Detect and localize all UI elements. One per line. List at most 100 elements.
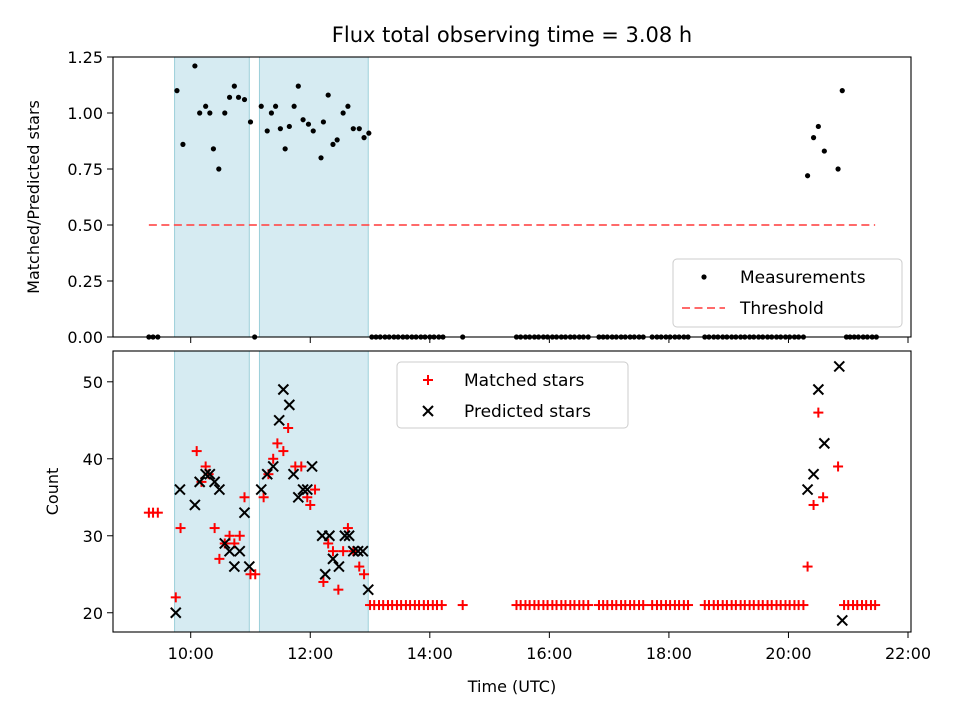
measurement-point [356, 126, 362, 132]
measurement-point [192, 63, 198, 69]
measurement-point [366, 130, 372, 136]
matched-marker [272, 438, 283, 449]
measurement-point [325, 92, 331, 98]
legend-box [396, 361, 629, 429]
matched-marker [283, 422, 294, 433]
shaded-interval [258, 350, 369, 633]
predicted-marker [812, 383, 825, 396]
predicted-marker [174, 483, 186, 496]
x-tick-label: 20:00 [765, 644, 811, 663]
predicted-marker [818, 437, 831, 450]
matched-marker [457, 600, 468, 611]
x-tick-label: 16:00 [526, 644, 572, 663]
matched-marker [359, 569, 370, 580]
matched-marker [318, 576, 329, 587]
predicted-marker [301, 483, 313, 496]
y-tick-label: 0.00 [67, 328, 103, 347]
y-tick-label: 1.00 [67, 104, 103, 123]
y-tick-label: 30 [83, 527, 103, 546]
measurement-point [350, 126, 356, 132]
legend-marker-predicted [422, 405, 434, 417]
matched-marker [327, 546, 338, 557]
matched-marker [214, 553, 225, 564]
matched-marker [175, 523, 186, 534]
measurement-point [268, 110, 275, 116]
matched-marker [833, 461, 844, 472]
predicted-marker [193, 476, 206, 488]
top-panel: 0.00 0.25 0.50 0.75 1.00 1.25 Matched/Predicte… [24, 48, 912, 347]
measurement-point [180, 141, 186, 147]
matched-marker [638, 600, 649, 611]
matched-marker [870, 600, 881, 611]
matched-marker [191, 446, 202, 457]
matched-marker [239, 492, 250, 503]
measurement-point [330, 141, 336, 147]
y-tick-label: 1.25 [67, 48, 103, 67]
predicted-marker [333, 560, 345, 573]
predicted-marker [357, 545, 369, 557]
bottom-panel: 20 30 40 50 10:00 12:00 14:00 16:00 18:00 20:00 22… [43, 350, 931, 696]
predicted-marker [267, 460, 279, 473]
y-tick-label: 0.75 [67, 160, 103, 179]
matched-marker [296, 461, 307, 472]
legend-box [672, 258, 903, 328]
series-predicted-stars [170, 360, 848, 627]
measurement-point [320, 119, 327, 125]
measurement-point [241, 96, 248, 103]
predicted-marker [243, 560, 255, 573]
matched-marker [802, 561, 813, 572]
predicted-marker [277, 383, 290, 396]
series-matched-stars [143, 407, 881, 611]
predicted-marker [208, 476, 221, 488]
matched-marker [436, 600, 447, 611]
matched-marker [152, 507, 163, 518]
x-tick-label: 10:00 [168, 644, 214, 663]
matched-marker [323, 538, 334, 549]
measurement-point [810, 135, 817, 141]
matched-marker [354, 561, 365, 572]
measurement-point [197, 110, 203, 116]
measurement-point [361, 135, 367, 141]
y-tick-label: 0.25 [67, 272, 103, 291]
y-tick-label: 0.50 [67, 216, 103, 235]
x-tick-label: 14:00 [407, 644, 453, 663]
predicted-marker [273, 414, 285, 426]
legend: Measurements Threshold [672, 258, 903, 328]
matched-marker [268, 453, 279, 464]
predicted-marker [297, 483, 309, 496]
predicted-marker [213, 483, 226, 496]
predicted-marker [327, 553, 339, 565]
y-tick-label: 50 [83, 373, 103, 392]
matched-marker [278, 446, 289, 457]
measurement-point [235, 94, 242, 100]
measurement-point [345, 103, 351, 109]
legend-label: Predicted stars [464, 402, 591, 422]
matched-marker [798, 600, 809, 611]
measurement-point [264, 128, 270, 134]
measurement-point [804, 173, 811, 179]
measurement-point [286, 123, 292, 130]
predicted-marker [343, 530, 355, 542]
matched-marker [333, 584, 344, 595]
y-axis-label: Matched/Predicted stars [24, 100, 43, 294]
measurement-point [334, 137, 340, 143]
measurement-point [226, 94, 233, 100]
measurement-point [231, 83, 237, 89]
measurement-point [815, 123, 821, 130]
predicted-marker [170, 607, 182, 619]
predicted-marker [283, 399, 296, 411]
matched-marker [209, 523, 220, 534]
predicted-marker [189, 499, 201, 511]
measurement-point [207, 110, 213, 116]
predicted-marker [219, 537, 231, 550]
measurement-point [210, 146, 217, 152]
measurement-point [318, 155, 324, 161]
matched-marker [250, 569, 261, 580]
predicted-marker [347, 545, 360, 557]
x-tick-label: 18:00 [646, 644, 692, 663]
legend-label: Measurements [740, 268, 866, 288]
matched-marker [338, 546, 349, 557]
predicted-marker [352, 545, 364, 557]
predicted-marker [204, 468, 216, 480]
